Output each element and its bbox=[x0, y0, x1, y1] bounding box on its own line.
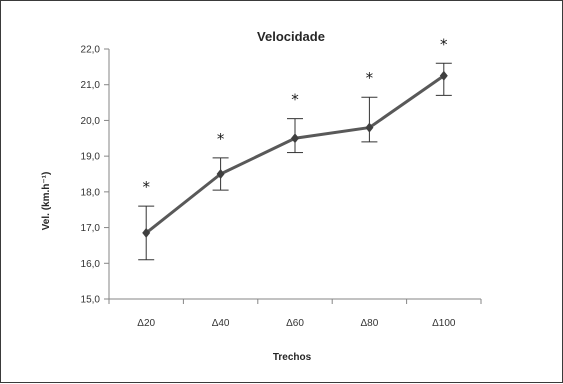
data-point bbox=[291, 133, 299, 144]
significance-asterisk: * bbox=[440, 35, 448, 53]
y-tick-label: 22,0 bbox=[81, 45, 101, 56]
y-tick-label: 21,0 bbox=[81, 80, 101, 91]
x-tick-label: Δ100 bbox=[432, 318, 456, 329]
significance-asterisk: * bbox=[142, 178, 150, 196]
data-point bbox=[216, 169, 225, 179]
chart-title: Velocidade bbox=[257, 29, 325, 44]
significance-asterisk: * bbox=[217, 130, 225, 148]
y-axis-label: Vel. (km.h⁻¹) bbox=[41, 172, 52, 231]
y-tick-label: 18,0 bbox=[81, 187, 101, 198]
x-tick-label: Δ80 bbox=[360, 318, 378, 329]
significance-asterisk: * bbox=[291, 91, 299, 109]
x-tick-label: Δ20 bbox=[137, 318, 155, 329]
ticks-layer: 15,0 16,0 17,0 18,0 19,0 20,0 21,0 22,0 Δ20 Δ40 Δ6… bbox=[81, 45, 482, 329]
significance-asterisk: * bbox=[366, 69, 374, 87]
data-point bbox=[439, 70, 448, 81]
y-tick-label: 20,0 bbox=[81, 116, 101, 127]
data-point bbox=[142, 227, 151, 238]
y-tick-label: 17,0 bbox=[81, 223, 101, 234]
x-axis-label: Trechos bbox=[273, 352, 312, 363]
data-point bbox=[365, 122, 374, 133]
y-tick-label: 15,0 bbox=[81, 295, 101, 306]
y-tick-label: 16,0 bbox=[81, 259, 101, 270]
y-tick-label: 19,0 bbox=[81, 152, 101, 163]
data-points bbox=[142, 70, 448, 238]
x-tick-label: Δ60 bbox=[286, 318, 304, 329]
annotations-layer: * * * * * bbox=[142, 35, 448, 196]
x-tick-label: Δ40 bbox=[212, 318, 230, 329]
